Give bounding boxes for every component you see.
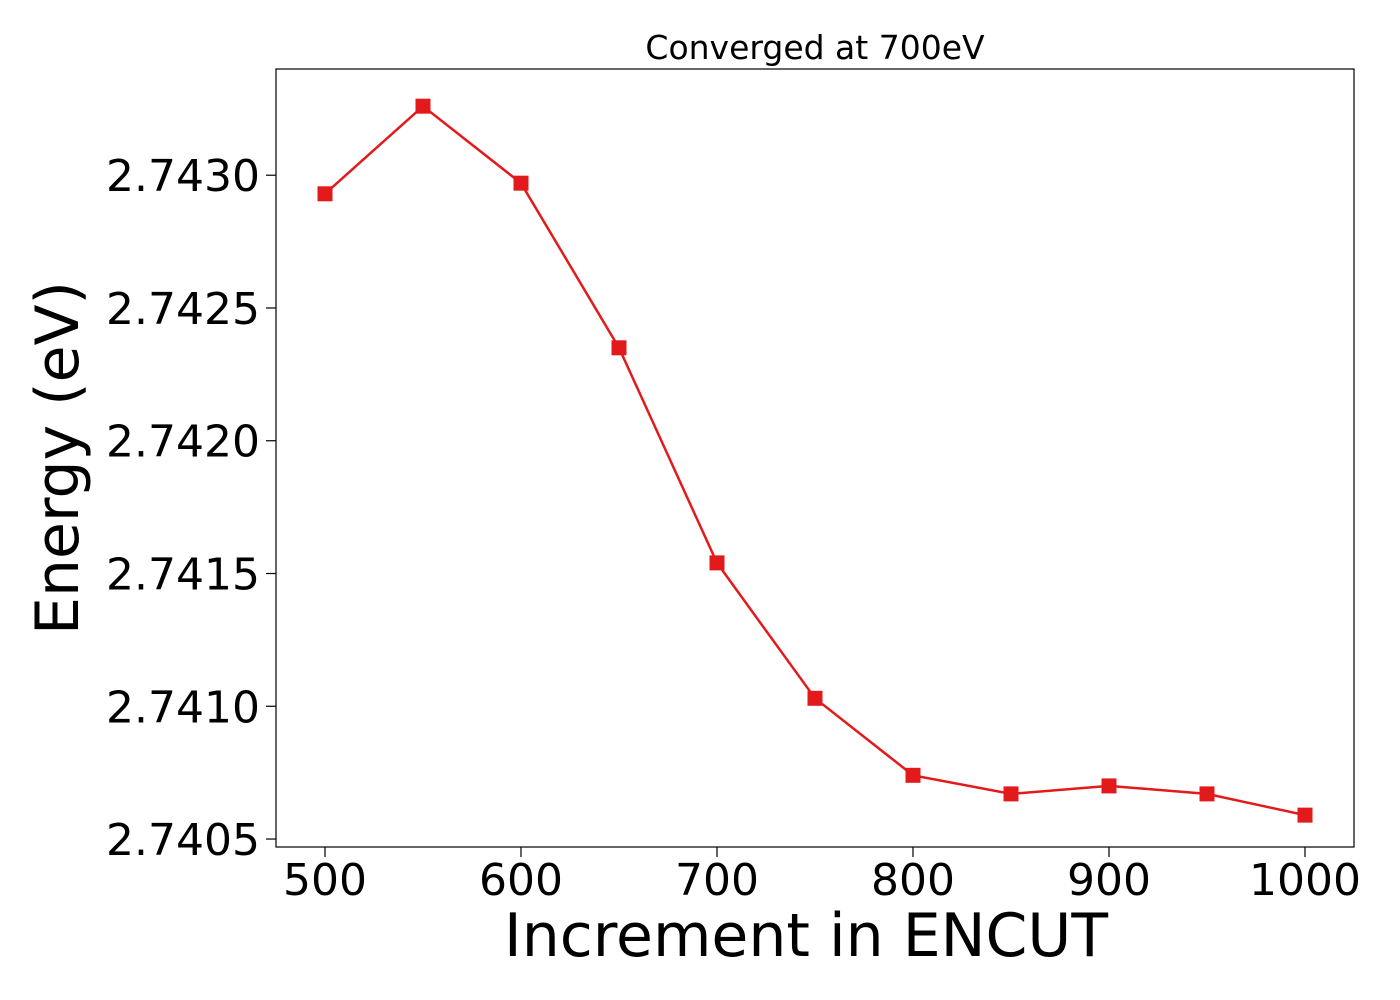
x-tick-label: 800 <box>871 855 955 906</box>
x-tick-label: 900 <box>1067 855 1151 906</box>
data-point-marker <box>1199 786 1215 802</box>
plot-frame <box>275 68 1355 848</box>
x-tick-label: 1000 <box>1249 855 1361 906</box>
data-point-marker <box>317 186 333 202</box>
y-tick-label: 2.7420 <box>106 417 260 468</box>
data-point-marker <box>807 690 823 706</box>
x-axis-label: Increment in ENCUT <box>504 901 1108 971</box>
y-tick-label: 2.7415 <box>106 550 260 601</box>
series-markers <box>317 98 1313 823</box>
x-tick-label: 700 <box>675 855 759 906</box>
series-line <box>324 104 1306 817</box>
y-axis-ticks: 2.7405 2.7410 2.7415 2.7420 2.7425 2.7430 <box>106 151 276 866</box>
data-point-marker <box>1101 778 1117 794</box>
data-point-marker <box>709 555 725 571</box>
y-axis-label: Energy (eV) <box>23 281 93 635</box>
data-point-marker <box>1297 807 1313 823</box>
y-tick-label: 2.7425 <box>106 284 260 335</box>
x-tick-label: 600 <box>479 855 563 906</box>
y-tick-label: 2.7430 <box>106 151 260 202</box>
chart-title: Converged at 700eV <box>645 28 985 67</box>
data-point-marker <box>415 98 431 114</box>
y-tick-label: 2.7405 <box>106 815 260 866</box>
data-point-marker <box>513 175 529 191</box>
data-point-marker <box>611 340 627 356</box>
data-point-marker <box>905 767 921 783</box>
x-axis-ticks: 500 600 700 800 900 1000 <box>283 847 1361 906</box>
data-point-marker <box>1003 786 1019 802</box>
y-tick-label: 2.7410 <box>106 682 260 733</box>
x-tick-label: 500 <box>283 855 367 906</box>
